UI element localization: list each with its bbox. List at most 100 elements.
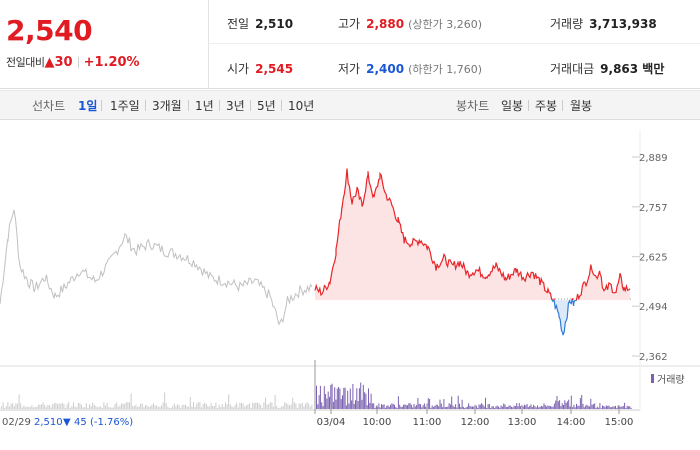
volume-bar: [407, 405, 408, 409]
volume-bar: [1, 406, 2, 409]
volume-bar: [356, 388, 358, 409]
price-summary: 2,540 전일대비▲30 +1.20%: [0, 0, 209, 88]
volume-bar: [495, 406, 497, 409]
volume-bar: [357, 401, 359, 409]
volume-bar: [44, 405, 46, 409]
volume-bar: [116, 402, 118, 409]
volume-bar: [58, 403, 60, 409]
volume-bar: [205, 403, 207, 409]
lower-limit: (하한가 1,760): [408, 63, 482, 76]
tab-daily-candle[interactable]: 일봉: [501, 99, 524, 113]
stat-label: 거래량: [550, 17, 584, 31]
stats-divider: [208, 43, 700, 44]
volume-bar: [518, 403, 520, 409]
volume-bar: [364, 392, 366, 409]
volume-bar: [79, 403, 81, 409]
lower-limit-value: 1,760: [446, 63, 478, 76]
volume-bar: [20, 403, 22, 409]
tab-3year[interactable]: 3년: [226, 99, 245, 113]
tab-monthly-candle[interactable]: 월봉: [570, 99, 593, 113]
volume-bar: [369, 402, 371, 409]
volume-bar: [318, 395, 320, 409]
volume-bar: [185, 404, 186, 409]
volume-bar: [15, 403, 17, 409]
volume-bar: [381, 404, 382, 409]
volume-bar: [443, 399, 445, 409]
volume-legend-swatch: [651, 374, 654, 383]
tab-1day[interactable]: 1일: [78, 99, 98, 113]
volume-bar: [290, 404, 292, 409]
stat-value: 2,880: [366, 17, 405, 31]
volume-bar: [362, 384, 364, 409]
volume-bar: [547, 405, 549, 409]
volume-bar: [505, 406, 507, 409]
today-series: [314, 168, 631, 336]
tab-weekly-candle[interactable]: 주봉: [535, 99, 558, 113]
volume-bar: [265, 397, 266, 409]
tab-1week[interactable]: 1주일: [110, 99, 140, 113]
volume-bar: [370, 393, 372, 409]
volume-bar: [276, 406, 278, 409]
volume-bar: [537, 405, 538, 409]
volume-bar: [223, 406, 225, 409]
volume-bar: [577, 405, 579, 409]
volume-bar: [2, 402, 4, 409]
volume-bar: [338, 387, 340, 409]
volume-bar: [433, 407, 434, 409]
volume-bar: [459, 403, 460, 409]
volume-bar: [609, 407, 611, 409]
tab-5year[interactable]: 5년: [257, 99, 276, 113]
volume-bar: [221, 404, 223, 409]
volume-bar: [130, 393, 132, 409]
volume-bar: [464, 408, 466, 409]
volume-bar: [613, 406, 615, 409]
tab-10year[interactable]: 10년: [288, 99, 315, 113]
volume-bar: [226, 404, 228, 409]
volume-bar: [578, 405, 580, 409]
y-axis: 2,889 2,757 2,625 2,494 2,362: [632, 153, 668, 363]
volume-bar: [183, 404, 185, 409]
volume-bar: [630, 407, 632, 409]
volume-bar: [344, 387, 346, 409]
volume-bar: [68, 402, 70, 409]
volume-bar: [241, 403, 242, 409]
volume-bar: [384, 407, 386, 409]
volume-bar: [501, 406, 503, 409]
volume-bar: [297, 407, 298, 409]
volume-bar: [191, 406, 193, 409]
separator: [145, 100, 146, 111]
volume-bar: [572, 407, 574, 409]
volume-bar: [165, 403, 167, 409]
volume-bar: [193, 402, 194, 409]
volume-bar: [455, 404, 457, 409]
volume-bar: [201, 407, 202, 409]
volume-bar: [180, 407, 182, 409]
volume-bar: [492, 406, 494, 409]
tab-1year[interactable]: 1년: [195, 99, 214, 113]
volume-bar: [421, 407, 423, 409]
volume-bar: [559, 400, 561, 409]
volume-bar: [135, 404, 137, 409]
tab-3month[interactable]: 3개월: [152, 99, 182, 113]
volume-bar: [202, 404, 204, 409]
volume-bar: [52, 404, 54, 409]
volume-bar: [266, 404, 268, 409]
volume-bar: [401, 406, 403, 409]
volume-bar: [109, 407, 111, 409]
volume-bar: [552, 406, 554, 409]
y-tick-label: 2,889: [639, 153, 668, 164]
volume-bar: [517, 406, 519, 409]
y-tick-label: 2,757: [639, 203, 668, 214]
volume-bar: [468, 403, 470, 409]
volume-bar: [323, 386, 325, 409]
volume-bar: [508, 405, 510, 409]
volume-bar: [534, 406, 536, 409]
volume-bar: [611, 407, 613, 409]
volume-bar: [245, 405, 247, 409]
volume-bar: [326, 398, 328, 409]
volume-bar: [565, 402, 567, 409]
volume-bar: [113, 407, 114, 409]
volume-bar: [598, 407, 600, 409]
volume-bar: [29, 407, 31, 409]
volume-bar: [557, 401, 559, 409]
